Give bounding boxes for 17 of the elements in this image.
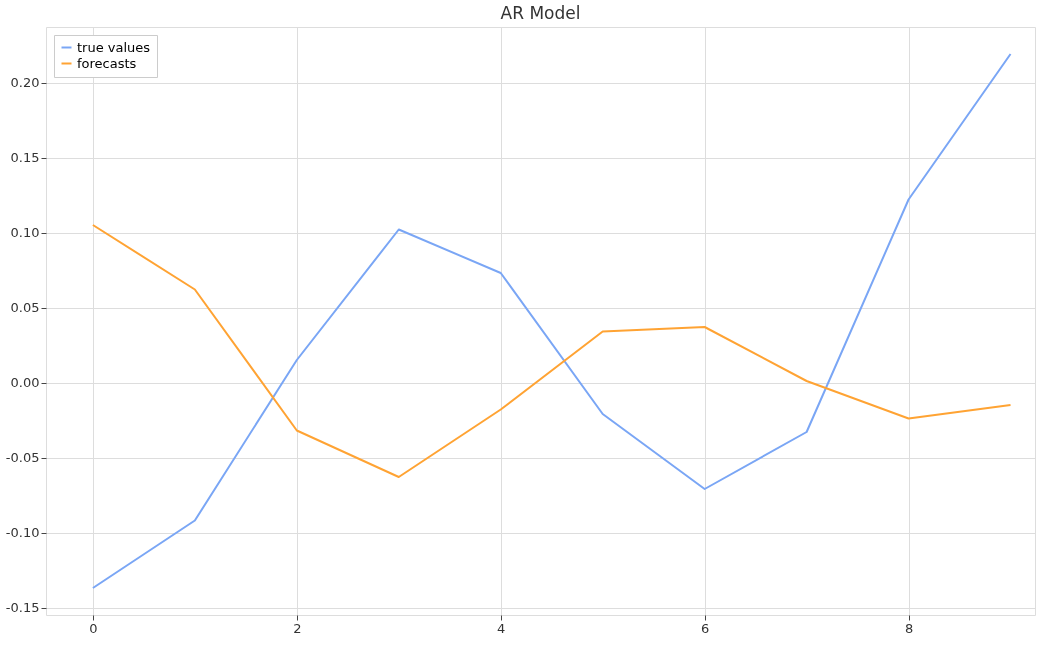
x-tick-label: 2 xyxy=(293,620,302,636)
y-tick-label: 0.15 xyxy=(10,150,40,165)
chart-title: AR Model xyxy=(500,3,581,23)
x-tick-label: 8 xyxy=(904,620,914,636)
x-tick-label: 6 xyxy=(701,620,710,636)
y-tick-label: 0.05 xyxy=(10,300,40,315)
y-tick-label: 0.10 xyxy=(10,225,40,240)
y-tick-label: -0.10 xyxy=(5,525,40,540)
legend-label: true values xyxy=(77,39,151,55)
y-tick-label: -0.15 xyxy=(5,600,40,615)
x-tick-label: 4 xyxy=(497,620,506,636)
x-tick-label: 0 xyxy=(89,620,98,636)
y-tick-label: 0.00 xyxy=(10,375,40,390)
y-tick-label: 0.20 xyxy=(10,75,40,90)
line-series xyxy=(91,224,1012,478)
legend-label: forecasts xyxy=(77,55,137,71)
y-tick-label: -0.05 xyxy=(5,450,40,465)
